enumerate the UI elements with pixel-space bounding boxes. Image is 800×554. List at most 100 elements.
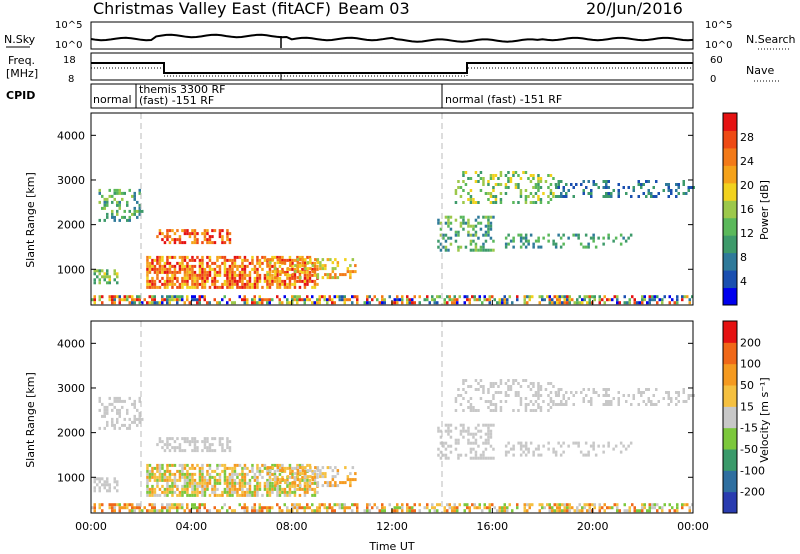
heatmap-cell [298, 279, 302, 283]
heatmap-cell [538, 503, 541, 507]
heatmap-cell [454, 409, 458, 412]
heatmap-cell [447, 426, 450, 430]
heatmap-cell [253, 487, 257, 491]
heatmap-cell [193, 481, 197, 485]
heatmap-cell [444, 441, 448, 445]
heatmap-cell [396, 509, 399, 513]
heatmap-cell [133, 402, 136, 406]
heatmap-cell [453, 301, 456, 305]
heatmap-cell [572, 394, 575, 397]
heatmap-cell [276, 466, 280, 470]
heatmap-cell [291, 261, 294, 265]
heatmap-cell [467, 230, 470, 234]
heatmap-cell [156, 301, 159, 305]
heatmap-cell [191, 506, 194, 510]
cpid-segment-themis: themis 3300 RF [139, 83, 226, 96]
heatmap-cell [113, 506, 116, 510]
heatmap-cell [243, 481, 247, 485]
heatmap-cell [464, 171, 468, 174]
heatmap-cell [268, 301, 271, 305]
heatmap-cell [146, 509, 149, 513]
heatmap-cell [269, 258, 272, 262]
heatmap-cell [201, 270, 204, 274]
heatmap-cell [512, 174, 515, 177]
heatmap-cell [487, 406, 490, 409]
heatmap-cell [148, 264, 152, 268]
heatmap-cell [553, 503, 556, 507]
heatmap-cell [581, 506, 584, 510]
heatmap-cell [366, 503, 369, 507]
heatmap-cell [487, 429, 490, 433]
heatmap-cell [191, 229, 194, 233]
heatmap-cell [98, 396, 101, 400]
heatmap-cell [562, 233, 565, 237]
heatmap-cell [171, 478, 174, 482]
heatmap-cell [608, 298, 611, 302]
heatmap-cell [108, 486, 111, 490]
heatmap-cell [544, 388, 548, 391]
heatmap-cell [278, 255, 282, 259]
heatmap-cell [138, 298, 141, 302]
heatmap-cell [323, 506, 326, 510]
heatmap-cell [168, 463, 172, 467]
heatmap-cell [488, 298, 491, 302]
heatmap-cell [103, 200, 106, 204]
heatmap-cell [213, 506, 216, 510]
heatmap-cell [479, 171, 483, 174]
heatmap-cell [146, 279, 149, 283]
heatmap-cell [477, 248, 480, 252]
heatmap-cell [291, 295, 294, 299]
heatmap-cell [236, 273, 239, 277]
heatmap-cell [183, 267, 187, 271]
heatmap-cell [472, 198, 475, 201]
heatmap-cell [186, 506, 189, 510]
heatmap-cell [319, 472, 322, 476]
colorbar-cell [723, 321, 737, 343]
heatmap-cell [437, 239, 440, 243]
heatmap-cell [563, 506, 566, 510]
heatmap-cell [283, 493, 287, 497]
heatmap-cell [640, 394, 643, 397]
heatmap-cell [191, 484, 194, 488]
heatmap-cell [103, 426, 106, 430]
heatmap-cell [133, 197, 136, 201]
heatmap-cell [301, 258, 305, 262]
heatmap-cell [663, 503, 666, 507]
heatmap-cell [138, 203, 141, 207]
heatmap-cell [313, 469, 317, 473]
heatmap-cell [113, 218, 116, 222]
heatmap-cell [439, 248, 443, 252]
heatmap-cell [113, 278, 116, 282]
heatmap-cell [238, 503, 241, 507]
heatmap-cell [183, 282, 187, 286]
heatmap-cell [274, 481, 277, 485]
heatmap-cell [241, 298, 244, 302]
heatmap-cell [294, 264, 297, 268]
heatmap-cell [213, 279, 217, 283]
heatmap-cell [368, 509, 371, 513]
heatmap-cell [306, 481, 309, 485]
heatmap-cell [444, 453, 448, 457]
heatmap-cell [146, 493, 149, 497]
heatmap-cell [478, 298, 481, 302]
heatmap-cell [656, 503, 659, 507]
heatmap-cell [191, 279, 194, 283]
heatmap-cell [241, 490, 244, 494]
heatmap-cell [481, 301, 484, 305]
heatmap-cell [443, 509, 446, 513]
heatmap-cell [537, 385, 540, 388]
heatmap-cell [113, 477, 116, 481]
heatmap-cell [158, 255, 162, 259]
heatmap-cell [181, 490, 184, 494]
heatmap-cell [492, 385, 495, 388]
heatmap-cell [186, 503, 189, 507]
heatmap-cell [286, 270, 289, 274]
heatmap-cell [492, 423, 495, 427]
heatmap-cell [216, 255, 219, 259]
heatmap-cell [326, 258, 330, 262]
heatmap-cell [206, 449, 209, 453]
heatmap-cell [552, 403, 555, 406]
heatmap-cell [511, 301, 514, 305]
heatmap-cell [524, 444, 528, 448]
heatmap-cell [313, 282, 317, 286]
